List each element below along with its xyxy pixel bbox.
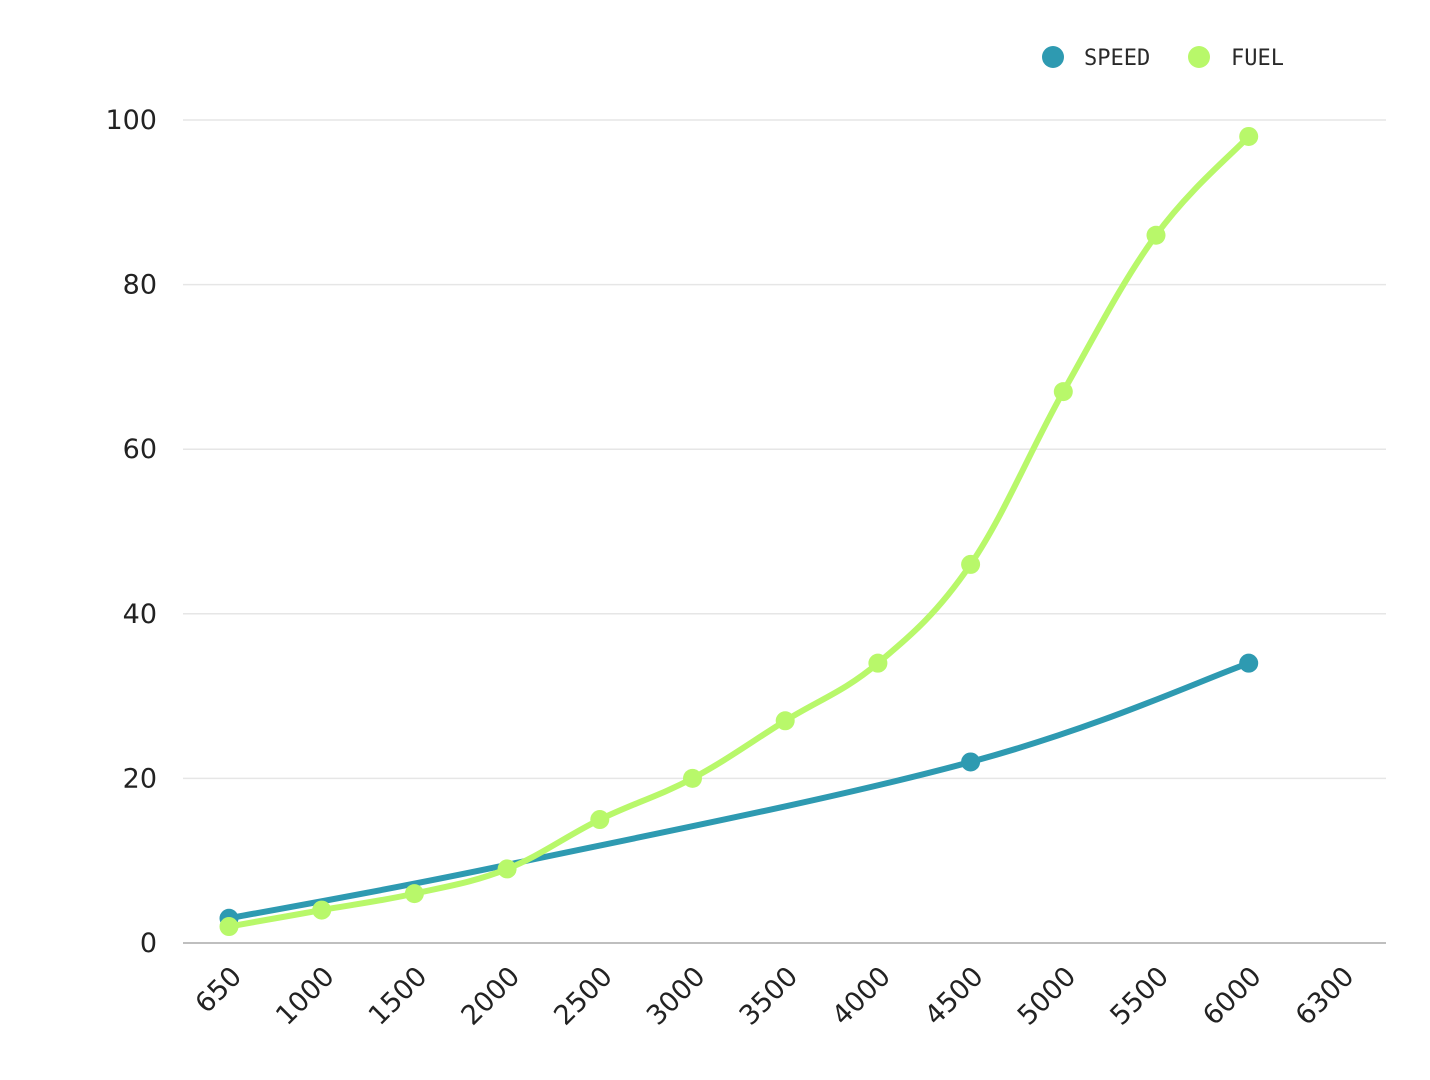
x-tick-label: 4500 (919, 961, 990, 1032)
series-lines (219, 126, 1259, 937)
speed-point[interactable] (1239, 653, 1259, 673)
speed-point[interactable] (961, 752, 981, 772)
y-tick-label: 20 (123, 763, 157, 794)
legend-item-fuel[interactable]: FUEL (1188, 46, 1284, 71)
fuel-point[interactable] (1146, 225, 1166, 245)
speed-line (226, 660, 1252, 922)
x-tick-label: 2000 (456, 961, 527, 1032)
series-speed (219, 653, 1259, 928)
x-tick-label: 650 (190, 961, 248, 1019)
fuel-point[interactable] (404, 884, 424, 904)
y-tick-label: 80 (123, 270, 157, 301)
y-axis-ticks: 0 20 40 60 80 100 (105, 105, 157, 959)
x-tick-label: 6000 (1197, 961, 1268, 1032)
fuel-point[interactable] (868, 653, 888, 673)
fuel-line (226, 133, 1252, 930)
x-tick-label: 4000 (826, 961, 897, 1032)
series-fuel (219, 126, 1259, 937)
x-tick-label: 1500 (363, 961, 434, 1032)
fuel-point[interactable] (312, 900, 332, 920)
fuel-point[interactable] (1239, 126, 1259, 146)
y-tick-label: 0 (140, 928, 157, 959)
y-tick-label: 40 (123, 599, 157, 630)
fuel-point[interactable] (961, 554, 981, 574)
grid-lines (183, 119, 1386, 944)
x-axis-ticks: 650 1000 1500 2000 2500 3000 3500 4000 4500 5000 5… (190, 961, 1361, 1032)
fuel-point[interactable] (683, 768, 702, 788)
legend-label-speed: SPEED (1084, 46, 1150, 71)
y-tick-label: 100 (105, 105, 157, 136)
fuel-point[interactable] (219, 917, 239, 937)
fuel-point[interactable] (775, 711, 795, 731)
x-tick-label: 5500 (1104, 961, 1175, 1032)
x-tick-label: 3500 (734, 961, 805, 1032)
x-tick-label: 3000 (641, 961, 712, 1032)
y-tick-label: 60 (123, 434, 157, 465)
legend-swatch-speed (1042, 46, 1064, 68)
fuel-point[interactable] (1053, 382, 1073, 402)
x-tick-label: 1000 (270, 961, 341, 1032)
legend-label-fuel: FUEL (1231, 46, 1284, 71)
legend-item-speed[interactable]: SPEED (1042, 46, 1150, 71)
legend-swatch-fuel (1188, 46, 1210, 68)
legend[interactable]: SPEED FUEL (1042, 46, 1284, 71)
x-tick-label: 6300 (1290, 961, 1361, 1032)
fuel-point[interactable] (497, 859, 517, 879)
fuel-point[interactable] (590, 810, 610, 830)
x-tick-label: 2500 (548, 961, 619, 1032)
x-tick-label: 5000 (1012, 961, 1083, 1032)
